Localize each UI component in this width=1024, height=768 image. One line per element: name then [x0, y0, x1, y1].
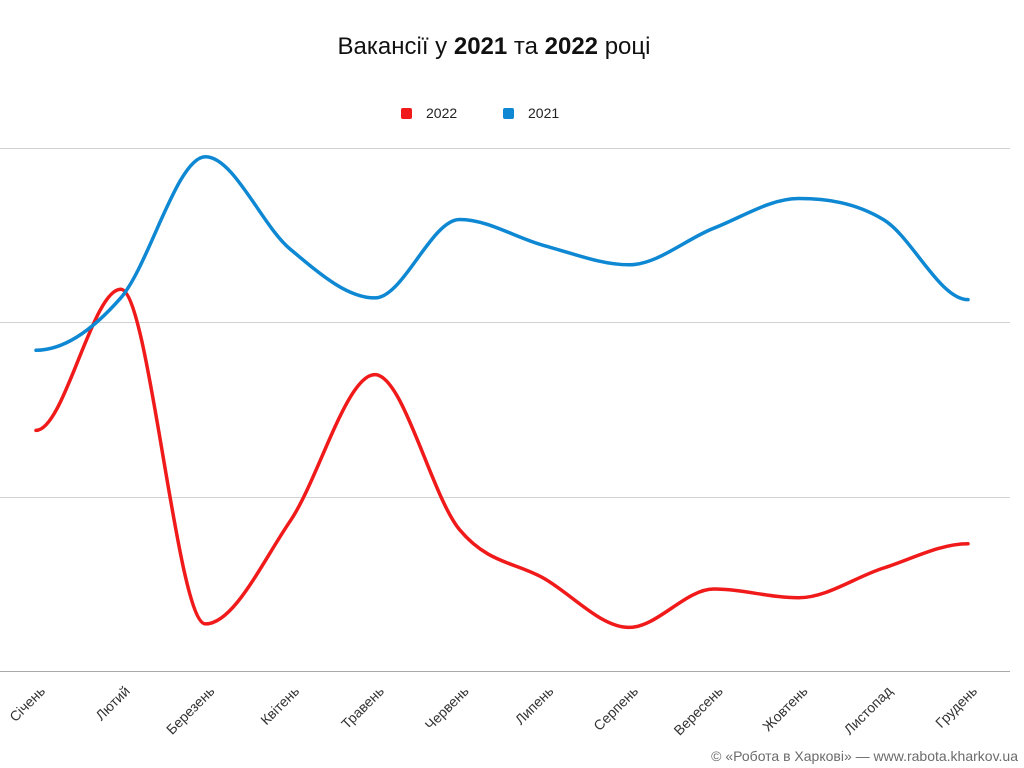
data-point-2022-6[interactable] — [542, 577, 546, 581]
data-point-2021-5[interactable] — [458, 217, 462, 221]
data-point-2022-11[interactable] — [966, 542, 970, 546]
data-point-2021-4[interactable] — [373, 296, 377, 300]
series-line-2021 — [34, 154, 970, 352]
data-point-2022-0[interactable] — [34, 428, 38, 432]
data-point-2021-6[interactable] — [542, 244, 546, 248]
x-tick-label: Березень — [163, 683, 218, 738]
x-tick-label: Листопад — [841, 683, 896, 738]
data-point-2021-9[interactable] — [797, 197, 801, 201]
x-tick-label: Квітень — [257, 683, 302, 728]
data-point-2021-8[interactable] — [712, 226, 716, 230]
data-point-2021-7[interactable] — [627, 263, 631, 267]
legend-label-2022: 2022 — [426, 105, 458, 121]
chart-title-year: 2021 — [453, 33, 508, 60]
x-tick-label: Жовтень — [759, 683, 810, 734]
x-tick-label: Червень — [422, 683, 472, 733]
data-point-2022-9[interactable] — [797, 596, 801, 600]
legend-swatch-2021 — [503, 107, 514, 119]
data-point-2022-8[interactable] — [712, 587, 716, 591]
data-point-2022-3[interactable] — [288, 519, 292, 523]
series-group — [34, 154, 970, 630]
data-point-2021-1[interactable] — [119, 296, 123, 300]
legend-item-2022[interactable]: 2022 — [401, 104, 457, 122]
data-point-2022-5[interactable] — [458, 528, 462, 532]
x-tick-label: Вересень — [670, 683, 726, 739]
series-2022 — [34, 287, 970, 630]
copyright-footer: © «Робота в Харкові» — www.rabota.kharko… — [711, 748, 1018, 764]
x-tick-label: Травень — [338, 683, 387, 732]
series-2021 — [34, 154, 970, 352]
x-tick-label: Липень — [512, 683, 557, 728]
chart-title-text: та — [507, 33, 545, 60]
data-point-2022-4[interactable] — [373, 373, 377, 377]
data-point-2021-3[interactable] — [288, 247, 292, 251]
legend-item-2021[interactable]: 2021 — [503, 104, 559, 122]
data-point-2022-1[interactable] — [119, 287, 123, 291]
x-tick-label: Грудень — [932, 683, 980, 731]
chart-title-text: Вакансії у — [337, 33, 454, 60]
data-point-2021-0[interactable] — [34, 348, 38, 352]
data-point-2021-2[interactable] — [203, 155, 207, 159]
data-point-2021-11[interactable] — [966, 298, 970, 302]
gridlines — [0, 148, 1010, 672]
legend-label-2021: 2021 — [528, 105, 560, 121]
chart-title-year: 2022 — [544, 33, 599, 60]
data-point-2022-7[interactable] — [627, 625, 631, 629]
x-tick-label: Січень — [6, 683, 48, 725]
legend-swatch-2022 — [401, 107, 412, 119]
data-point-2021-10[interactable] — [881, 217, 885, 221]
x-tick-label: Лютий — [92, 683, 133, 724]
chart-title: Вакансії у 2021 та 2022 році — [0, 30, 988, 64]
x-axis-labels: Січень Лютий Березень Квітень Травень Червень… — [6, 683, 980, 739]
data-point-2022-2[interactable] — [203, 622, 207, 626]
series-line-2022 — [34, 287, 970, 630]
data-point-2022-10[interactable] — [881, 566, 885, 570]
chart-title-text: році — [598, 33, 651, 60]
x-tick-label: Серпень — [590, 683, 641, 734]
